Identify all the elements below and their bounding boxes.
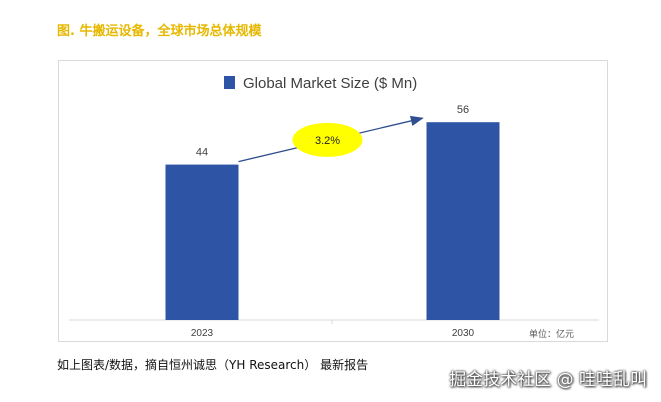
watermark: 掘金技术社区 @ 哇哇乱叫 — [449, 370, 647, 390]
figure-caption: 如上图表/数据，摘自恒州诚思（YH Research） 最新报告 — [57, 358, 369, 372]
x-tick-label-2023: 2023 — [191, 328, 214, 339]
legend-swatch — [224, 76, 235, 89]
cagr-bubble — [292, 122, 363, 157]
figure-title: 图. 牛搬运设备，全球市场总体规模 — [57, 24, 262, 39]
unit-note: 单位：亿元 — [529, 328, 574, 339]
legend-label: Global Market Size ($ Mn) — [243, 75, 417, 92]
x-tick-label-2030: 2030 — [452, 328, 475, 339]
data-label-2030: 56 — [457, 104, 469, 116]
bar-chart: Global Market Size ($ Mn) 44 2023 56 2030 3.… — [69, 75, 599, 339]
legend: Global Market Size ($ Mn) — [224, 75, 417, 92]
chart-container: Global Market Size ($ Mn) 44 2023 56 2030 3.… — [58, 60, 608, 342]
data-label-2023: 44 — [196, 147, 208, 159]
bar-2023 — [165, 164, 239, 320]
cagr-label: 3.2% — [315, 135, 340, 147]
bar-2030 — [426, 122, 500, 321]
